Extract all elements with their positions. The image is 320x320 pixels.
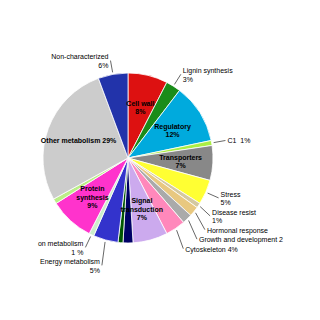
- svg-text:Regulatory12%: Regulatory12%: [154, 122, 191, 138]
- svg-text:Energy metabolism5%: Energy metabolism5%: [40, 258, 100, 274]
- svg-text:Other metabolism 29%: Other metabolism 29%: [41, 136, 117, 143]
- svg-text:Disease resist1%: Disease resist1%: [212, 208, 256, 224]
- svg-text:Cytoskeleton 4%: Cytoskeleton 4%: [185, 245, 238, 253]
- svg-text:Non-characterized6%: Non-characterized6%: [51, 53, 108, 69]
- svg-text:C1 1%: C1 1%: [227, 137, 250, 144]
- svg-text:Stress5%: Stress5%: [221, 190, 241, 206]
- svg-text:Hormonal response: Hormonal response: [207, 226, 268, 234]
- svg-text:Lignin synthesis3%: Lignin synthesis3%: [183, 67, 233, 83]
- svg-text:Cell wall8%: Cell wall8%: [126, 99, 154, 115]
- svg-text:Signaltransduction7%: Signaltransduction7%: [121, 197, 163, 221]
- svg-text:Proteinsynthesis9%: Proteinsynthesis9%: [76, 185, 108, 209]
- svg-text:Transporters7%: Transporters7%: [159, 153, 202, 169]
- svg-text:on metabolism1 %: on metabolism1 %: [38, 240, 84, 256]
- svg-text:Growth and development 2: Growth and development 2: [199, 236, 283, 244]
